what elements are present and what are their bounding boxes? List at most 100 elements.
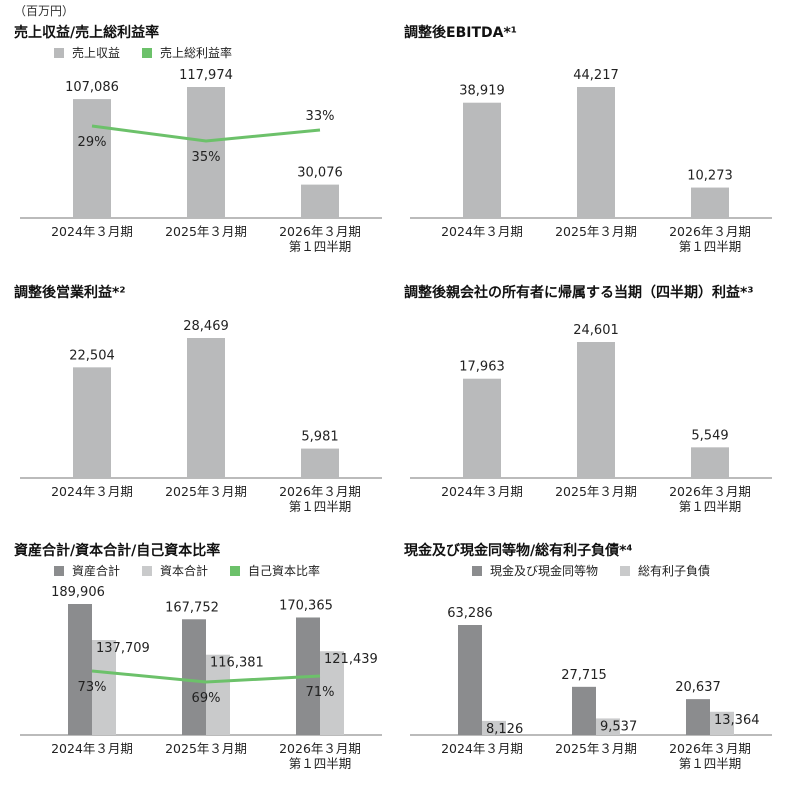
data-label: 5,981 [301,430,338,445]
category-label: 2025年３月期 [165,741,247,756]
legend-item-revenue: 売上収益 [54,44,120,61]
data-label: 116,381 [210,656,264,671]
data-label: 38,919 [459,84,505,99]
bar [92,640,116,735]
legend-item-total-equity: 資本合計 [142,562,208,579]
legend-item-debt: 総有利子負債 [620,562,710,579]
category-label: 2026年３月期第１四半期 [279,224,361,254]
legend-item-total-assets: 資産合計 [54,562,120,579]
legend-label-gross-margin: 売上総利益率 [160,46,233,60]
data-label: 10,273 [687,169,733,184]
chart-ebitda: 38,919 44,217 10,273 2024年３月期 2025年３月期 2026年３… [410,68,772,254]
category-label: 2026年３月期第１四半期 [669,484,751,514]
panel-assets-equity: 資産合計/資本合計/自己資本比率 資産合計 資本合計 自己資本比率 189,90… [14,540,394,772]
chart-title-net-profit: 調整後親会社の所有者に帰属する当期（四半期）利益*³ [404,285,754,301]
bar [572,686,596,735]
bar [73,367,111,478]
chart-title-assets-equity: 資産合計/資本合計/自己資本比率 [14,543,221,559]
data-label: 24,601 [573,323,619,338]
data-label: 27,715 [561,668,607,683]
category-label: 2025年３月期 [555,224,637,239]
category-label: 2024年３月期 [441,741,523,756]
line-label: 35% [192,150,221,165]
panel-ebitda: 調整後EBITDA*¹ 38,919 44,217 10,273 2024年３月期 20… [404,22,784,254]
legend-item-equity-ratio: 自己資本比率 [230,562,320,579]
legend-label-total-assets: 資産合計 [72,564,121,578]
data-label: 28,469 [183,319,229,334]
line-label: 73% [78,680,107,695]
bar [187,87,225,218]
data-label: 9,537 [600,719,637,734]
chart-title-revenue: 売上収益/売上総利益率 [14,25,160,41]
panel-revenue: 売上収益/売上総利益率 売上収益 売上総利益率 107,086 117,974 30… [14,22,394,254]
legend-label-revenue: 売上収益 [72,46,121,60]
legend-swatch-cash [472,565,482,576]
chart-net-profit: 17,963 24,601 5,549 2024年３月期 2025年３月期 2026年３月… [410,323,772,514]
legend-swatch-equity-ratio [230,565,241,576]
data-label: 121,439 [324,652,378,667]
bar [577,342,615,478]
chart-title-operating-profit: 調整後営業利益*² [14,285,126,301]
data-label: 107,086 [65,80,119,95]
category-label: 2024年３月期 [51,484,133,499]
line-label: 71% [306,685,335,700]
legend-swatch-revenue [54,47,64,58]
data-label: 17,963 [459,360,505,375]
bar [482,720,506,735]
bar [301,184,339,218]
legend-swatch-total-equity [142,565,153,576]
data-label: 44,217 [573,68,619,83]
bar [206,654,230,735]
data-label: 8,126 [486,722,523,737]
category-label: 2026年３月期第１四半期 [669,224,751,254]
category-label: 2025年３月期 [165,224,247,239]
data-label: 20,637 [675,680,721,695]
category-label: 2025年３月期 [555,484,637,499]
legend-label-total-equity: 資本合計 [160,564,209,578]
chart-title-ebitda: 調整後EBITDA*¹ [404,25,517,41]
legend-label-debt: 総有利子負債 [638,564,711,578]
legend-swatch-total-assets [54,565,64,576]
bar [691,447,729,478]
bar [463,102,501,218]
data-label: 137,709 [96,641,150,656]
bar [463,378,501,478]
bar [187,338,225,478]
legend-item-cash: 現金及び現金同等物 [472,562,598,579]
legend-swatch-debt [620,565,631,576]
data-label: 170,365 [279,598,333,613]
category-label: 2025年３月期 [555,741,637,756]
chart-cash-debt: 63,286 27,715 20,637 8,126 9,537 13,364 2024年３… [410,606,772,771]
line-label: 69% [192,691,221,706]
panel-net-profit: 調整後親会社の所有者に帰属する当期（四半期）利益*³ 17,963 24,601 5… [404,282,784,514]
series-line [91,669,321,684]
category-label: 2025年３月期 [165,484,247,499]
legend-swatch-gross-margin [142,47,153,58]
category-label: 2026年３月期第１四半期 [279,741,361,771]
bar [686,699,710,735]
line-label: 29% [78,135,107,150]
data-label: 13,364 [714,713,760,728]
chart-revenue: 107,086 117,974 30,076 29% 35% 33% 2024年３月期 202… [20,68,382,254]
data-label: 63,286 [447,606,493,621]
legend-item-gross-margin: 売上総利益率 [142,44,232,61]
legend-revenue: 売上収益 売上総利益率 [54,44,232,61]
bar [301,448,339,478]
bar [182,619,206,735]
category-label: 2024年３月期 [441,224,523,239]
legend-cash-debt: 現金及び現金同等物 総有利子負債 [472,562,710,579]
category-label: 2026年３月期第１四半期 [279,484,361,514]
series-line [91,124,321,143]
legend-label-cash: 現金及び現金同等物 [490,564,599,578]
line-label: 33% [306,109,335,124]
category-label: 2026年３月期第１四半期 [669,741,751,771]
data-label: 189,906 [51,585,105,600]
chart-operating-profit: 22,504 28,469 5,981 2024年３月期 2025年３月期 2026年３月… [20,319,382,514]
category-label: 2024年３月期 [441,484,523,499]
data-label: 30,076 [297,166,343,181]
chart-assets-equity: 189,906 167,752 170,365 137,709 116,381 121,4… [20,585,382,771]
chart-title-cash-debt: 現金及び現金同等物/総有利子負債*⁴ [404,543,633,559]
legend-assets-equity: 資産合計 資本合計 自己資本比率 [54,562,320,579]
legend-label-equity-ratio: 自己資本比率 [248,564,321,578]
data-label: 22,504 [69,348,115,363]
